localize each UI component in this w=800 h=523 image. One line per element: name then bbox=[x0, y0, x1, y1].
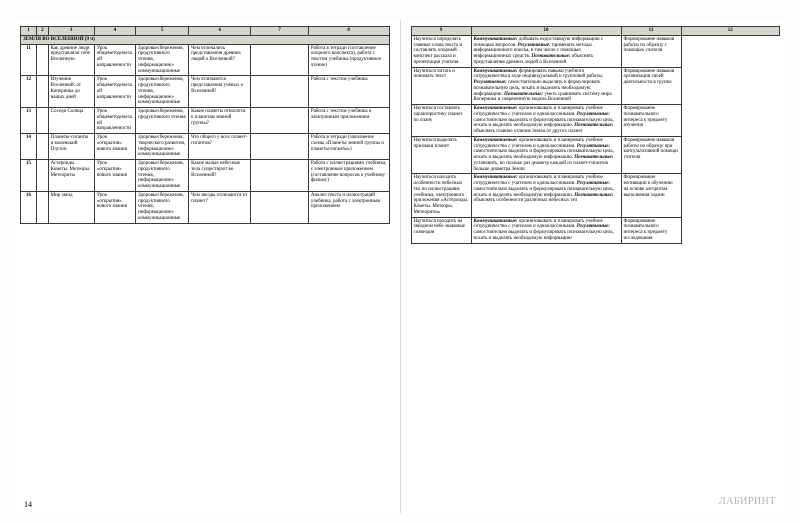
table-cell: Планеты-гиганты и маленький Плутон bbox=[48, 134, 94, 160]
table-cell: Коммуникативные: организовывать и планир… bbox=[471, 217, 621, 243]
table-cell: Здоровьесбережения, продуктивного чтения… bbox=[136, 160, 189, 192]
table-cell: Урок общеметодической направленности bbox=[94, 76, 135, 108]
table-row: 13 Соседи СолнцаУрок общеметодической нап… bbox=[21, 108, 390, 134]
table-cell: Научиться находить на звёздном небе знак… bbox=[411, 217, 471, 243]
right-page: 9101112 Научиться определять главные сло… bbox=[400, 20, 791, 513]
table-cell: Коммуникативные: добывать недостающую ин… bbox=[471, 35, 621, 67]
table-cell: Какие планеты относятся к планетам земно… bbox=[189, 108, 251, 134]
table-cell: Астероиды. Кометы. Метеоры. Метеориты bbox=[48, 160, 94, 192]
table-cell: Коммуникативные: организовывать и планир… bbox=[471, 174, 621, 217]
table-cell: 16 bbox=[21, 191, 37, 223]
table-cell: Формирование познавательного интереса к … bbox=[621, 105, 681, 137]
table-cell: Чем отличаются представления учёных о Вс… bbox=[189, 76, 251, 108]
table-cell bbox=[37, 134, 49, 160]
table-cell: Здоровьесбережения, продуктивного чтения… bbox=[136, 76, 189, 108]
curriculum-table-left: 12345678 ЗЕМЛЯ ВО ВСЕЛЕННОЙ (9 ч)11Как д… bbox=[20, 26, 390, 224]
table-cell: 11 bbox=[21, 44, 37, 76]
table-cell: Работа с текстом учебника bbox=[308, 76, 389, 108]
col-header: 10 bbox=[471, 27, 621, 36]
table-cell: Здоровьесбережения, продуктивного чтения… bbox=[136, 44, 189, 76]
table-cell: 13 bbox=[21, 108, 37, 134]
section-title: ЗЕМЛЯ ВО ВСЕЛЕННОЙ (9 ч) bbox=[21, 35, 390, 44]
table-row: 16 Мир звездУрок «открытия» нового знания… bbox=[21, 191, 390, 223]
table-cell: Урок общеметодической направленности bbox=[94, 44, 135, 76]
table-cell bbox=[251, 76, 309, 108]
table-cell: Научиться находить особенности небесных … bbox=[411, 174, 471, 217]
col-header: 3 bbox=[48, 27, 94, 36]
col-header: 8 bbox=[308, 27, 389, 36]
table-cell: Соседи Солнца bbox=[48, 108, 94, 134]
table-cell bbox=[251, 134, 309, 160]
table-cell: Как древние люди представляли себе Вселе… bbox=[48, 44, 94, 76]
table-cell: Урок «открытия» нового знания bbox=[94, 160, 135, 192]
table-row: Научиться выделять признаки планетКоммун… bbox=[411, 136, 780, 174]
table-cell: Работа в тетради (составление опорного к… bbox=[308, 44, 389, 76]
table-row: 11 Как древние люди представляли себе Все… bbox=[21, 44, 390, 76]
table-cell: 12 bbox=[21, 76, 37, 108]
table-cell: 14 bbox=[21, 134, 37, 160]
table-cell: Формирование мотивации к обучению на осн… bbox=[621, 174, 681, 217]
table-cell: Урок общеметодической направленности bbox=[94, 108, 135, 134]
table-cell bbox=[37, 191, 49, 223]
table-cell bbox=[251, 44, 309, 76]
table-cell bbox=[37, 44, 49, 76]
table-cell bbox=[37, 76, 49, 108]
table-cell: Чем звезды отличаются от планет? bbox=[189, 191, 251, 223]
col-header: 5 bbox=[136, 27, 189, 36]
table-cell bbox=[251, 160, 309, 192]
table-cell: Научиться определять главные слова текст… bbox=[411, 35, 471, 67]
table-cell: Чем отличались представления древних люд… bbox=[189, 44, 251, 76]
table-row: Научиться составлять характеристику план… bbox=[411, 105, 780, 137]
table-cell: Мир звезд bbox=[48, 191, 94, 223]
table-cell: Урок «открытия» нового знания bbox=[94, 134, 135, 160]
table-cell bbox=[251, 108, 309, 134]
col-header: 2 bbox=[37, 27, 49, 36]
table-cell: Работа с иллюстрациями учебника, с элект… bbox=[308, 160, 389, 192]
curriculum-table-right: 9101112 Научиться определять главные сло… bbox=[411, 26, 781, 244]
table-row: Научиться читать и понимать текстКоммуни… bbox=[411, 67, 780, 105]
table-cell: Изучение Вселенной: от Коперника до наши… bbox=[48, 76, 94, 108]
col-header: 9 bbox=[411, 27, 471, 36]
table-cell: Научиться составлять характеристику план… bbox=[411, 105, 471, 137]
table-row: 15 Астероиды. Кометы. Метеоры. МетеоритыУ… bbox=[21, 160, 390, 192]
table-cell bbox=[251, 191, 309, 223]
col-header: 12 bbox=[681, 27, 780, 36]
col-header: 4 bbox=[94, 27, 135, 36]
table-cell: Научиться читать и понимать текст bbox=[411, 67, 471, 105]
col-header: 6 bbox=[189, 27, 251, 36]
table-cell: Коммуникативные: формировать навыки учеб… bbox=[471, 67, 621, 105]
table-cell bbox=[37, 160, 49, 192]
col-header: 7 bbox=[251, 27, 309, 36]
watermark-label: ЛАБИРИНТ bbox=[719, 496, 776, 507]
table-cell: Здоровьесбережения, продуктивного чтения… bbox=[136, 191, 189, 223]
table-cell: Здоровьесбережения, продуктивного чтения bbox=[136, 108, 189, 134]
section-row: ЗЕМЛЯ ВО ВСЕЛЕННОЙ (9 ч) bbox=[21, 35, 390, 44]
col-header: 1 bbox=[21, 27, 37, 36]
page-number: 14 bbox=[24, 500, 32, 509]
table-cell: 15 bbox=[21, 160, 37, 192]
table-cell: Анализ текста и иллюстраций учебника, ра… bbox=[308, 191, 389, 223]
table-row: 12 Изучение Вселенной: от Коперника до на… bbox=[21, 76, 390, 108]
col-header: 11 bbox=[621, 27, 681, 36]
table-cell: Урок «открытия» нового знания bbox=[94, 191, 135, 223]
table-row: Научиться находить особенности небесных … bbox=[411, 174, 780, 217]
table-cell: Работа в тетради (заполнение схемы «План… bbox=[308, 134, 389, 160]
table-cell: Работа с текстом учебника и электронным … bbox=[308, 108, 389, 134]
table-row: 14 Планеты-гиганты и маленький ПлутонУрок… bbox=[21, 134, 390, 160]
table-cell: Коммуникативные: организовывать и планир… bbox=[471, 105, 621, 137]
table-cell: Здоровьесбережения, творческого развития… bbox=[136, 134, 189, 160]
table-cell: Что общего у всех планет-гигантов? bbox=[189, 134, 251, 160]
table-cell: Какие малые небесные тела существуют во … bbox=[189, 160, 251, 192]
table-cell: Научиться выделять признаки планет bbox=[411, 136, 471, 174]
table-cell: Коммуникативные: организовывать и планир… bbox=[471, 136, 621, 174]
table-row: Научиться находить на звёздном небе знак… bbox=[411, 217, 780, 243]
table-cell: Формирование навыков работы по образцу п… bbox=[621, 136, 681, 174]
table-cell: Формирование навыков работы по образцу с… bbox=[621, 35, 681, 67]
left-page: 12345678 ЗЕМЛЯ ВО ВСЕЛЕННОЙ (9 ч)11Как д… bbox=[10, 20, 400, 513]
table-cell: Формирование навыков организации своей д… bbox=[621, 67, 681, 105]
table-row: Научиться определять главные слова текст… bbox=[411, 35, 780, 67]
table-cell: Формирование познавательного интереса к … bbox=[621, 217, 681, 243]
table-cell bbox=[37, 108, 49, 134]
